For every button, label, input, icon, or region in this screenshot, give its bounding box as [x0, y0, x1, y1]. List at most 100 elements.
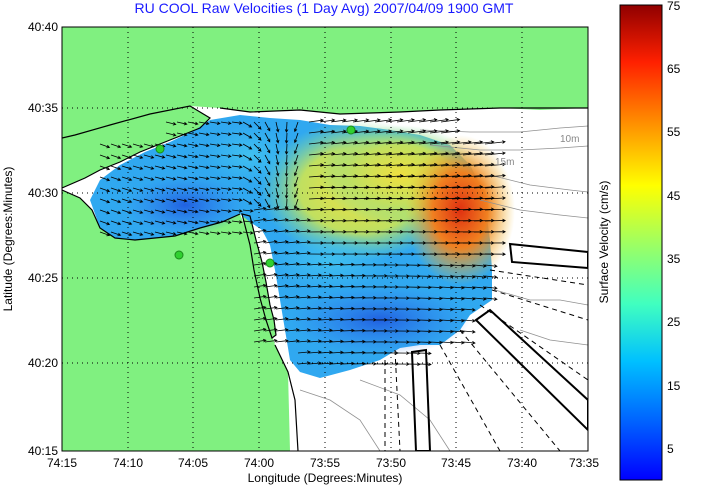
velocity-arrow — [293, 154, 299, 166]
velocity-arrow — [275, 176, 280, 188]
velocity-arrow — [297, 295, 311, 299]
velocity-arrow — [275, 284, 289, 288]
velocity-arrow — [484, 173, 506, 178]
velocity-arrow — [451, 318, 465, 323]
velocity-arrow — [341, 118, 359, 123]
velocity-arrow — [176, 132, 188, 137]
y-tick-label: 40:30 — [28, 186, 58, 200]
velocity-arrow — [253, 187, 262, 196]
velocity-arrow — [352, 306, 366, 311]
x-axis: 74:15 74:10 74:05 74:00 73:55 73:50 73:4… — [47, 456, 599, 485]
velocity-arrow — [264, 272, 278, 277]
velocity-arrow — [440, 207, 461, 212]
velocity-arrow — [176, 187, 188, 192]
velocity-arrow — [451, 263, 465, 268]
velocity-arrow — [293, 165, 299, 177]
velocity-arrow — [264, 187, 271, 198]
velocity-arrow — [330, 317, 344, 322]
velocity-arrow — [297, 284, 311, 288]
x-tick-label: 73:35 — [569, 456, 599, 470]
velocity-arrow — [275, 339, 289, 343]
velocity-arrow — [330, 284, 344, 289]
velocity-arrow — [231, 132, 243, 136]
velocity-arrow — [363, 118, 381, 123]
velocity-arrow — [293, 187, 299, 199]
velocity-arrow — [462, 207, 484, 212]
land-staten-island — [62, 106, 210, 188]
velocity-arrow — [284, 121, 289, 133]
velocity-arrow — [352, 129, 370, 134]
velocity-arrow — [176, 165, 188, 170]
velocity-arrow — [231, 143, 243, 147]
velocity-arrow — [143, 154, 155, 159]
velocity-arrow — [462, 264, 476, 268]
velocity-arrow — [319, 328, 333, 333]
velocity-arrow — [176, 198, 188, 203]
velocity-arrow — [198, 154, 210, 159]
velocity-arrow — [352, 361, 366, 366]
velocity-arrow — [253, 206, 267, 211]
velocity-arrow — [198, 231, 210, 236]
velocity-arrow — [429, 263, 443, 268]
velocity-arrow — [484, 297, 498, 301]
grid-lines — [62, 27, 588, 451]
velocity-arrow — [242, 143, 253, 150]
velocity-arrow — [352, 328, 366, 333]
velocity-arrow — [242, 220, 254, 224]
velocity-arrow — [264, 176, 271, 187]
velocity-arrow — [319, 339, 333, 344]
velocity-arrow — [121, 165, 133, 171]
velocity-arrow — [293, 176, 299, 188]
x-tick-label: 74:10 — [113, 456, 143, 470]
velocity-arrow — [110, 220, 122, 226]
velocity-arrow — [275, 251, 289, 255]
velocity-arrow — [286, 317, 300, 321]
velocity-arrow — [473, 207, 495, 212]
velocity-arrow — [352, 262, 366, 267]
velocity-arrow — [110, 154, 122, 160]
velocity-arrow — [297, 328, 311, 332]
velocity-arrow — [374, 118, 393, 123]
velocity-arrow — [440, 307, 454, 312]
velocity-arrow — [330, 295, 344, 300]
x-tick-label: 74:15 — [47, 456, 77, 470]
velocity-arrow — [264, 250, 278, 255]
velocity-arrow — [341, 207, 359, 212]
velocity-arrow — [451, 285, 465, 290]
velocity-arrow — [319, 118, 336, 123]
velocity-arrow — [286, 328, 300, 332]
velocity-arrow — [319, 361, 333, 366]
velocity-arrow — [198, 187, 210, 192]
velocity-arrow — [154, 220, 166, 225]
velocity-arrow — [154, 231, 166, 236]
velocity-arrow — [330, 328, 344, 333]
velocity-arrow — [297, 251, 311, 255]
velocity-arrow — [264, 206, 278, 211]
velocity-arrow — [341, 350, 355, 355]
velocity-arrow — [319, 295, 333, 300]
velocity-arrow — [110, 198, 122, 204]
velocity-arrow — [209, 176, 221, 181]
velocity-arrow — [253, 327, 267, 332]
velocity-arrow — [231, 165, 243, 169]
velocity-arrow — [319, 317, 333, 322]
velocity-arrow — [231, 176, 243, 180]
velocity-arrow — [275, 328, 289, 332]
velocity-arrow — [209, 154, 221, 159]
y-tick-label: 40:35 — [28, 101, 58, 115]
velocity-arrow — [308, 262, 322, 266]
velocity-arrow — [385, 118, 404, 123]
velocity-arrow — [231, 198, 243, 202]
velocity-arrow — [275, 143, 280, 155]
velocity-arrow — [308, 118, 324, 123]
velocity-arrow — [418, 362, 432, 367]
velocity-arrow — [330, 207, 347, 212]
velocity-arrow — [407, 129, 427, 134]
velocity-arrow — [209, 187, 221, 192]
velocity-arrow — [187, 121, 199, 126]
velocity-arrow — [319, 129, 336, 134]
velocity-arrow — [220, 154, 232, 158]
velocity-arrow — [242, 187, 253, 194]
velocity-arrow — [176, 209, 188, 214]
